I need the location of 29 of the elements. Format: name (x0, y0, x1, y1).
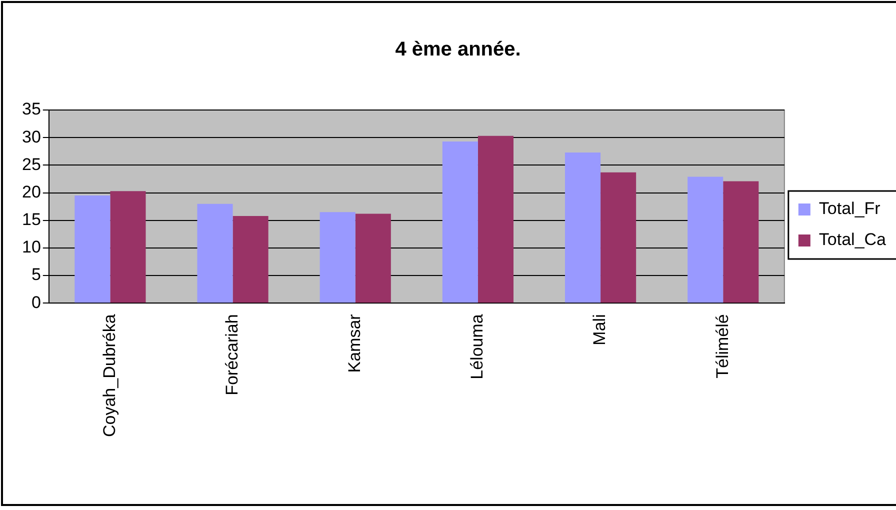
x-tick-label: Forécariah (222, 314, 242, 396)
y-tick-label: 0 (31, 292, 41, 312)
x-tick-label: Coyah_Dubréka (100, 314, 119, 438)
y-tick-label: 5 (31, 265, 41, 284)
legend-label: Total_Fr (818, 199, 881, 218)
bar (74, 196, 110, 303)
y-tick-label: 25 (22, 154, 41, 174)
bar (320, 212, 356, 303)
legend-label: Total_Ca (818, 230, 887, 250)
y-tick-label: 15 (22, 210, 41, 230)
y-tick-label: 10 (22, 238, 41, 257)
bar (232, 216, 268, 303)
bar (600, 172, 636, 303)
bar (355, 214, 391, 303)
bar (197, 204, 233, 303)
bar (688, 176, 724, 303)
bar (478, 136, 514, 303)
bar (442, 141, 478, 303)
bar (564, 152, 601, 303)
y-tick-label: 20 (22, 182, 41, 202)
chart-title: 4 ème année. (395, 38, 521, 61)
y-tick-label: 35 (22, 100, 41, 119)
y-tick-label: 30 (22, 127, 41, 146)
x-tick-label: Lélouma (468, 314, 487, 380)
x-tick-label: Télimélé (712, 314, 732, 378)
bar (723, 181, 759, 303)
x-tick-label: Kamsar (345, 314, 364, 373)
bar (110, 191, 146, 303)
x-tick-label: Mali (590, 314, 610, 346)
